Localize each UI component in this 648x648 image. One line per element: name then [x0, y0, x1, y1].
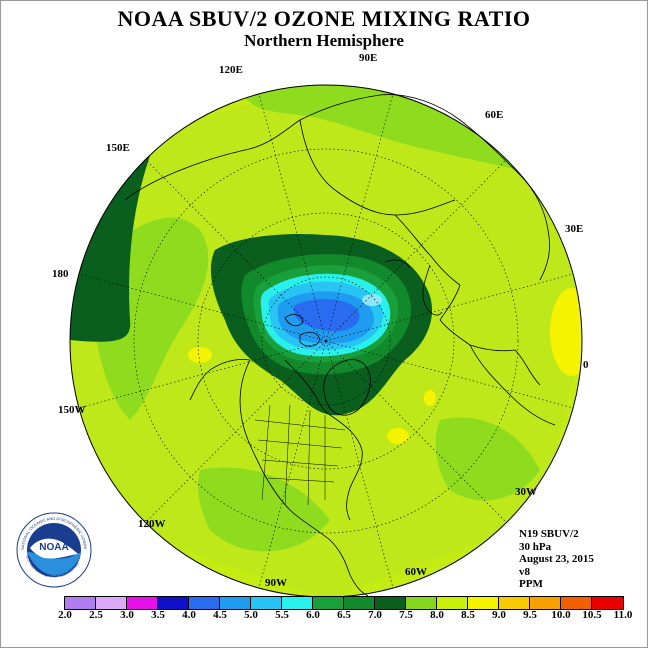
coastline-asia: [124, 94, 550, 281]
coastline-russia: [394, 214, 461, 286]
map-subtitle: Northern Hemisphere: [244, 31, 404, 50]
colorbar-tick-label: 8.5: [461, 609, 475, 621]
ozone-level-5.0-spot: [362, 294, 382, 306]
colorbar-tick-label: 11.0: [613, 609, 633, 621]
coastlines: [124, 94, 556, 597]
colorbar-cell: [313, 597, 344, 609]
instrument-label: N19 SBUV/2: [519, 528, 579, 540]
noaa-logo: NOAA NATIONAL OCEANIC AND ATMOSPHERIC AD…: [16, 512, 92, 588]
lon-label-30e: 30E: [565, 223, 584, 235]
coastline-scandinavia: [422, 264, 443, 316]
colorbar-tick-label: 5.5: [275, 609, 289, 621]
coastline-north-america-west: [239, 359, 351, 576]
lon-label-150w: 150W: [58, 404, 86, 416]
colorbar-tick-label: 8.0: [430, 609, 444, 621]
lon-label-30w: 30W: [515, 486, 537, 498]
date-label: August 23, 2015: [519, 553, 594, 565]
colorbar: [64, 596, 624, 610]
colorbar-tick-label: 4.5: [213, 609, 227, 621]
colorbar-cell: [220, 597, 251, 609]
pressure-level-label: 30 hPa: [519, 540, 552, 553]
colorbar-cell: [499, 597, 530, 609]
colorbar-tick-label: 7.0: [368, 609, 382, 621]
colorbar-cell: [468, 597, 499, 609]
lon-label-60w: 60W: [405, 566, 427, 578]
colorbar-cell: [158, 597, 189, 609]
colorbar-cell: [282, 597, 313, 609]
lon-label-150e: 150E: [106, 142, 130, 154]
colorbar-cell: [344, 597, 375, 609]
coastline-siberia: [299, 119, 456, 216]
colorbar-tick-label: 3.5: [151, 609, 165, 621]
colorbar-cell: [251, 597, 282, 609]
version-label: v8: [519, 565, 530, 578]
colorbar-tick-label: 2.0: [58, 609, 72, 621]
meridians: [78, 93, 574, 589]
colorbar-cell: [561, 597, 592, 609]
units-label: PPM: [519, 578, 543, 590]
info-block: N19 SBUV/2 30 hPa August 23, 2015 v8 PPM: [519, 528, 594, 591]
coastline-arctic-islands: [299, 331, 321, 347]
lon-label-60e: 60E: [485, 109, 504, 121]
colorbar-cell: [592, 597, 623, 609]
ozone-level-7.0-7.5-north: [240, 85, 540, 175]
colorbar-tick-label: 6.0: [306, 609, 320, 621]
ozone-level-3.5-4.0: [293, 298, 360, 332]
colorbar-tick-label: 4.0: [182, 609, 196, 621]
coastline-canada-arctic: [284, 359, 331, 416]
colorbar-cell: [406, 597, 437, 609]
lon-label-120e: 120E: [219, 64, 243, 76]
colorbar-tick-label: 6.5: [337, 609, 351, 621]
colorbar-cell: [437, 597, 468, 609]
colorbar-tick-label: 3.0: [120, 609, 134, 621]
ozone-level-8.0-8.5-atlantic: [424, 390, 436, 406]
colorbar-tick-label: 10.0: [551, 609, 571, 621]
us-state-lines: [254, 404, 346, 506]
colorbar-cell: [127, 597, 158, 609]
lon-label-120w: 120W: [138, 518, 166, 530]
lon-label-90w: 90W: [265, 577, 287, 589]
coastline-ellesmere: [284, 314, 304, 327]
coastline-north-america-east: [329, 414, 363, 521]
colorbar-cell: [375, 597, 406, 609]
map-title: NOAA SBUV/2 OZONE MIXING RATIO: [117, 6, 531, 31]
colorbar-cell: [65, 597, 96, 609]
coastline-greenland: [323, 359, 371, 416]
ozone-level-7.0-7.5-southeast: [435, 417, 540, 501]
colorbar-tick-label: 9.0: [492, 609, 506, 621]
colorbar-cell: [96, 597, 127, 609]
ozone-level-8.0-8.5-south: [387, 428, 409, 444]
coastline-alaska: [189, 359, 251, 401]
ozone-level-8.0-8.5-east: [550, 288, 582, 376]
ozone-level-6.5-7.0-top: [275, 70, 380, 79]
colorbar-tick-label: 10.5: [582, 609, 602, 621]
colorbar-cell: [530, 597, 561, 609]
colorbar-tick-label: 7.5: [399, 609, 413, 621]
ozone-level-8.0-8.5-west: [188, 347, 212, 363]
latitude-circles: [133, 148, 519, 534]
colorbar-tick-label: 5.0: [244, 609, 258, 621]
coastline-central-america: [349, 574, 369, 597]
ozone-field: [70, 70, 582, 597]
logo-text: NOAA: [39, 542, 68, 553]
colorbar-tick-label: 2.5: [89, 609, 103, 621]
ozone-level-7.0-7.5-south: [198, 467, 330, 552]
coastline-svalbard: [384, 259, 411, 269]
lon-label-180: 180: [52, 268, 69, 280]
coastline-mediterranean: [469, 344, 556, 426]
lon-label-0: 0: [583, 359, 589, 371]
colorbar-tick-label: 9.5: [523, 609, 537, 621]
colorbar-cell: [189, 597, 220, 609]
lon-label-90e: 90E: [359, 52, 378, 64]
